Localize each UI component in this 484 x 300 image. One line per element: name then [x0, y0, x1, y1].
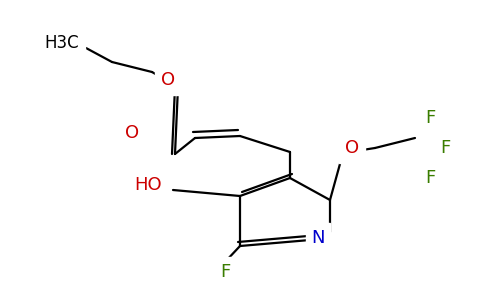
Text: N: N	[311, 229, 325, 247]
Text: F: F	[440, 139, 450, 157]
Text: F: F	[220, 263, 230, 281]
Text: HO: HO	[134, 176, 162, 194]
Text: F: F	[425, 109, 435, 127]
Text: O: O	[345, 139, 359, 157]
Text: H3C: H3C	[45, 34, 79, 52]
Text: O: O	[161, 71, 175, 89]
Text: O: O	[125, 124, 139, 142]
Text: F: F	[425, 169, 435, 187]
